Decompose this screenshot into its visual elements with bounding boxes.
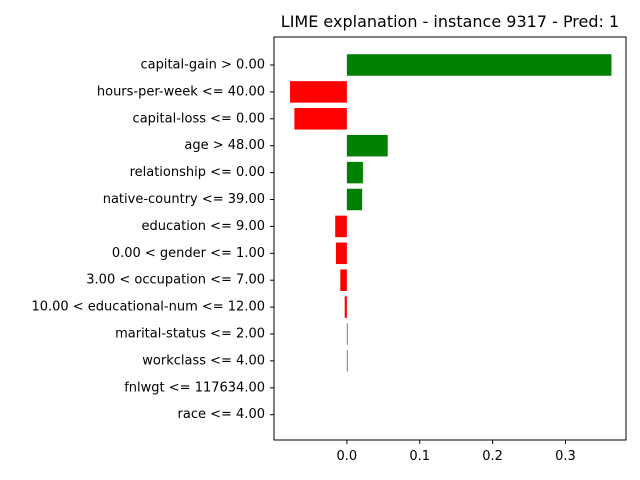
- bar-7: [335, 242, 347, 265]
- y-tick-label-9: 10.00 < educational-num <= 12.00: [31, 300, 265, 315]
- bar-11: [346, 350, 348, 372]
- bar-4: [346, 161, 363, 184]
- bar-9: [344, 296, 347, 318]
- x-tick-label-3: 0.3: [555, 449, 576, 464]
- bar-2: [294, 108, 347, 130]
- y-tick-label-8: 3.00 < occupation <= 7.00: [86, 273, 265, 288]
- y-tick-label-4: relationship <= 0.00: [130, 165, 265, 180]
- y-tick-label-6: education <= 9.00: [142, 219, 266, 234]
- x-tick-label-1: 0.1: [409, 449, 430, 464]
- y-tick-label-3: age > 48.00: [184, 138, 265, 153]
- bar-10: [346, 323, 348, 345]
- y-tick-label-1: hours-per-week <= 40.00: [97, 84, 265, 99]
- chart-title: LIME explanation - instance 9317 - Pred:…: [281, 12, 619, 31]
- x-ticks: 0.0 0.1 0.2 0.3: [337, 440, 576, 464]
- bar-8: [340, 269, 347, 291]
- y-tick-label-13: race <= 4.00: [178, 407, 265, 422]
- bar-3: [346, 134, 388, 157]
- y-tick-label-11: workclass <= 4.00: [142, 353, 265, 368]
- bar-1: [290, 81, 347, 103]
- y-tick-label-2: capital-loss <= 0.00: [133, 111, 265, 126]
- bars-group: [290, 54, 612, 372]
- y-tick-label-10: marital-status <= 2.00: [115, 327, 265, 342]
- y-tick-label-5: native-country <= 39.00: [103, 192, 265, 207]
- x-tick-label-0: 0.0: [337, 449, 358, 464]
- plot-frame: [273, 36, 627, 441]
- y-tick-label-7: 0.00 < gender <= 1.00: [112, 246, 265, 261]
- y-tick-labels: capital-gain > 0.00 hours-per-week <= 40.…: [31, 58, 274, 422]
- y-tick-label-0: capital-gain > 0.00: [140, 58, 265, 73]
- bar-6: [335, 215, 347, 238]
- bar-0: [346, 54, 612, 76]
- y-tick-label-12: fnlwgt <= 117634.00: [124, 380, 265, 395]
- bar-5: [346, 188, 363, 211]
- x-tick-label-2: 0.2: [482, 449, 503, 464]
